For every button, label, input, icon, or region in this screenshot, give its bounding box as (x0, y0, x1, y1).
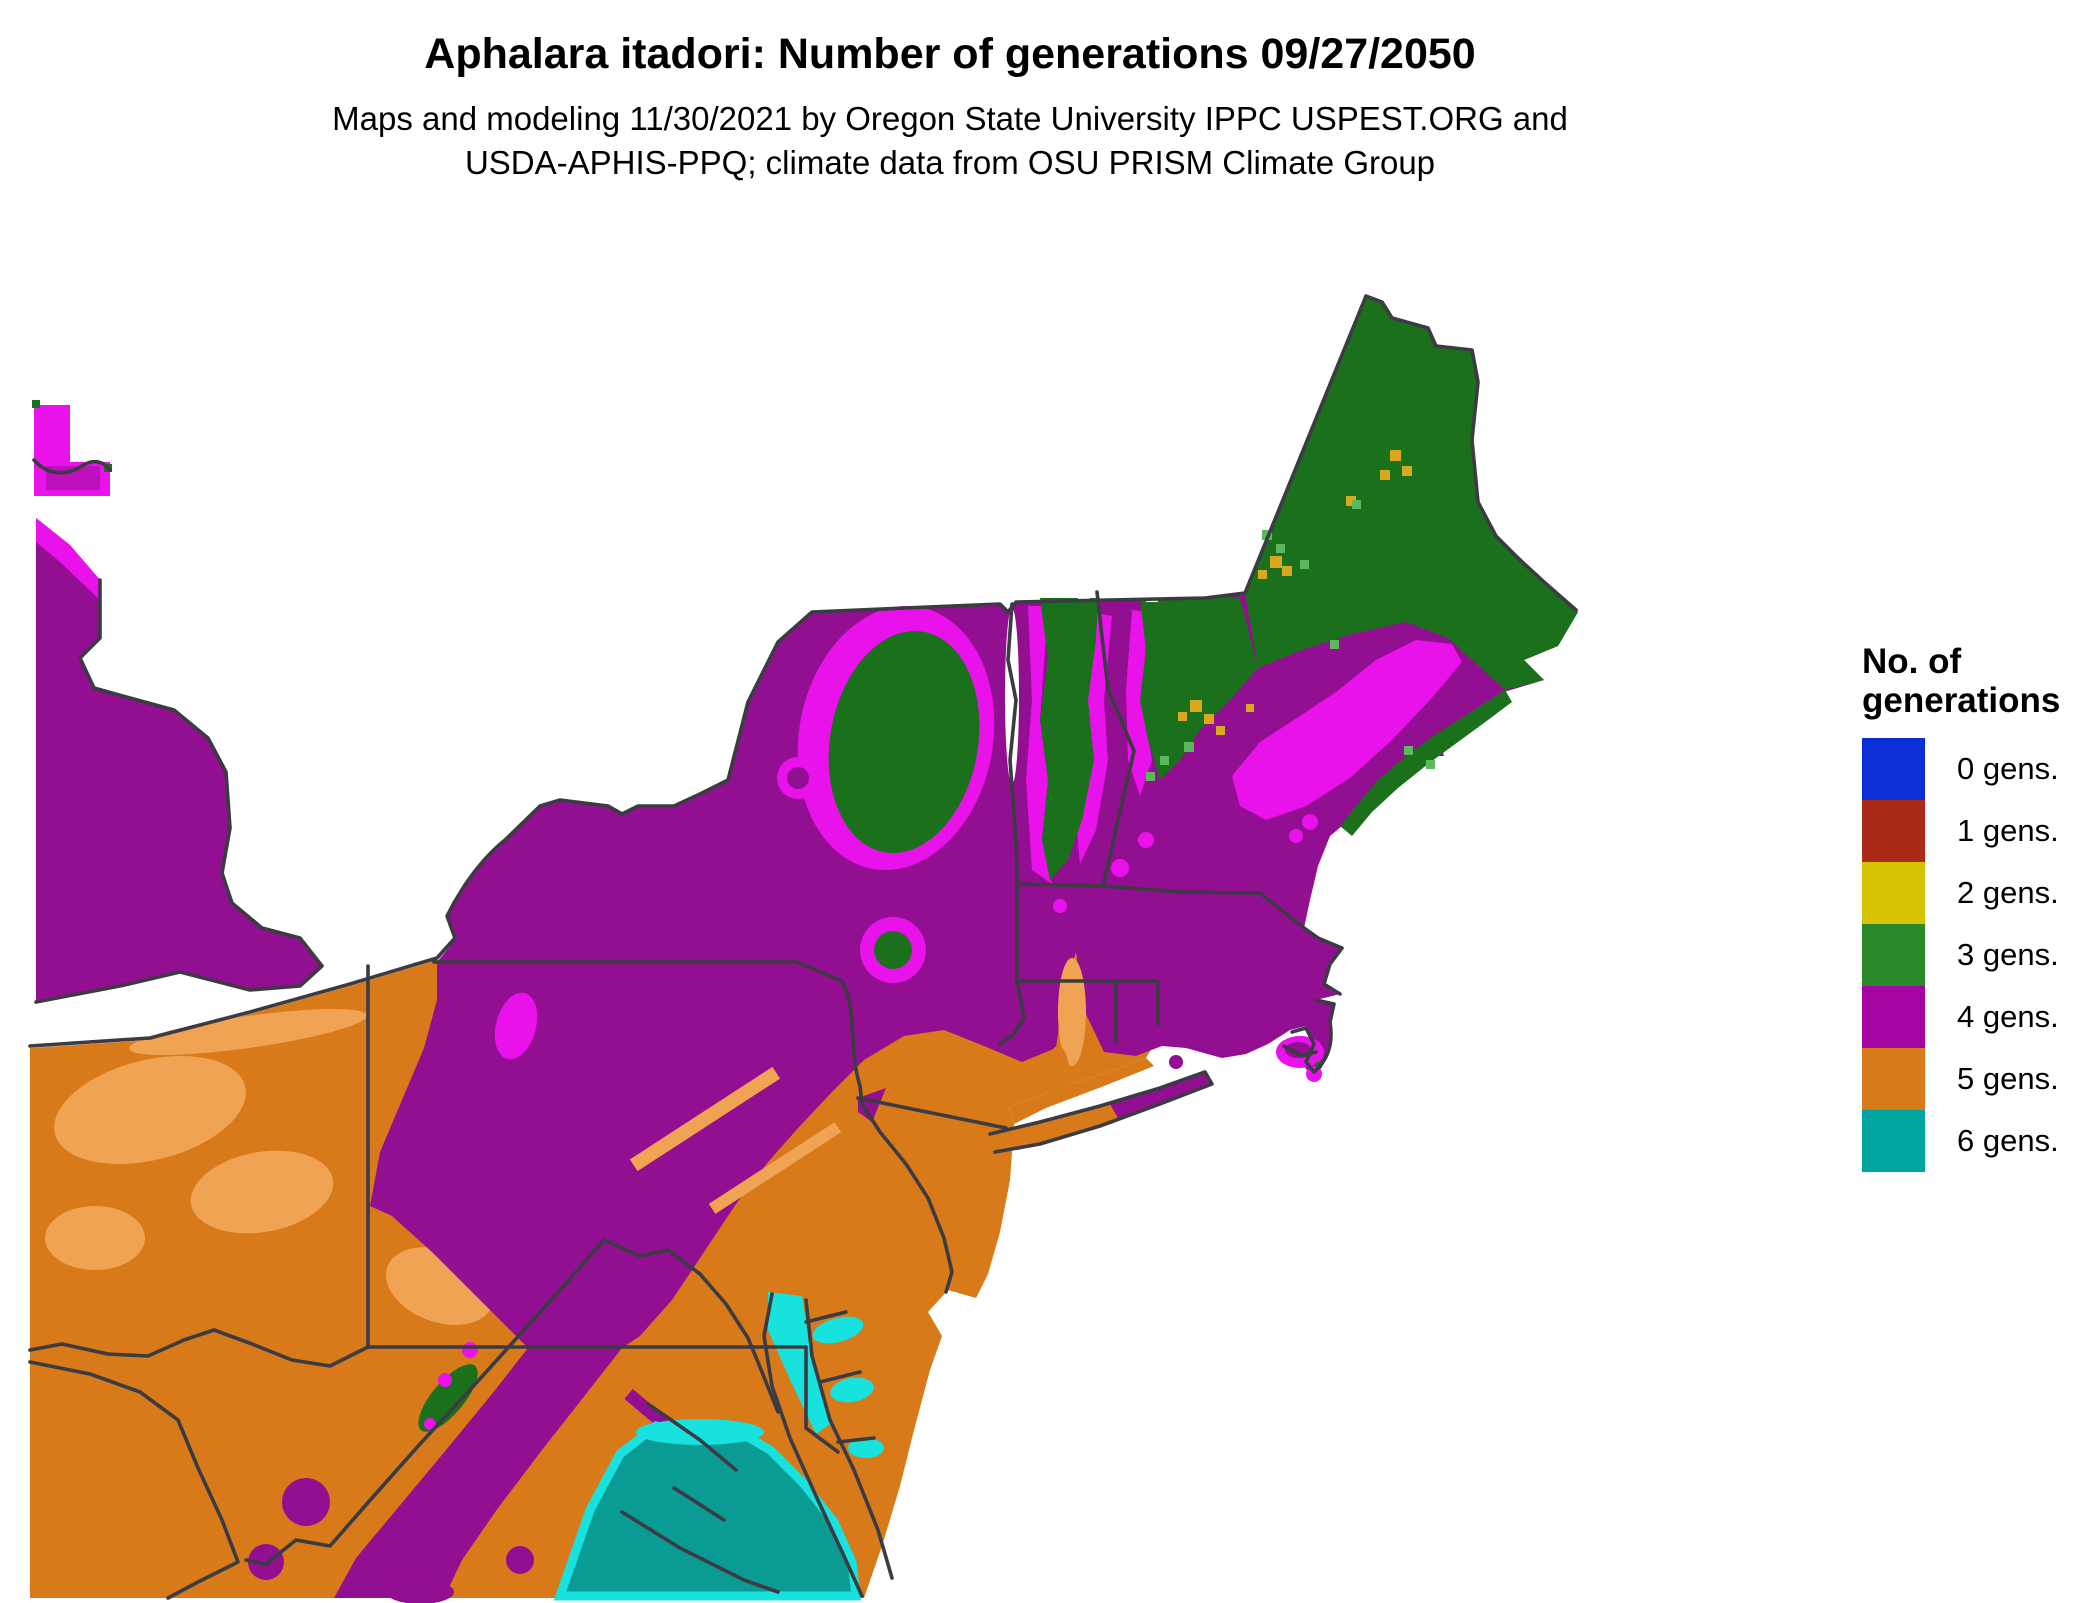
map-magenta-fringes (424, 640, 1462, 1430)
map-orange-overlays (858, 958, 1324, 1154)
legend-label-4gens: 4 gens. (1957, 999, 2059, 1034)
legend-title-line2: generations (1862, 681, 2061, 720)
legend-swatch-0gens (1862, 738, 1925, 800)
legend-swatch-6gens (1862, 1110, 1925, 1172)
map-region-3gens-green (418, 296, 1578, 1432)
catskills-green (874, 931, 912, 969)
legend-title: No. of generations (1862, 642, 2100, 720)
long-island-east-tip (1110, 1072, 1212, 1118)
legend-title-line1: No. of (1862, 642, 1962, 681)
legend-swatch-4gens (1862, 986, 1925, 1048)
legend-item-4gens: 4 gens. (1862, 986, 2100, 1048)
legend-label-6gens: 6 gens. (1957, 1123, 2059, 1158)
legend-swatch-1gens (1862, 800, 1925, 862)
legend-item-3gens: 3 gens. (1862, 924, 2100, 986)
map-subtitle-line1: Maps and modeling 11/30/2021 by Oregon S… (332, 100, 1568, 137)
adirondacks-green (828, 630, 980, 854)
legend-swatch-2gens (1862, 862, 1925, 924)
legend-swatch-3gens (1862, 924, 1925, 986)
legend-label-0gens: 0 gens. (1957, 751, 2059, 786)
figure-header: Aphalara itadori: Number of generations … (0, 0, 1900, 185)
legend-label-1gens: 1 gens. (1957, 813, 2059, 848)
nw-pa-fringe (494, 992, 538, 1060)
nj-highlands-tip (858, 1088, 886, 1122)
maine-green (1245, 296, 1578, 690)
chesapeake-upper-stem (768, 1292, 830, 1434)
map-title: Aphalara itadori: Number of generations … (424, 30, 1476, 78)
state-borders (28, 294, 1578, 1600)
legend-item-2gens: 2 gens. (1862, 862, 2100, 924)
sw-connecticut-strip (1008, 1058, 1154, 1124)
legend-label-5gens: 5 gens. (1957, 1061, 2059, 1096)
legend-item-0gens: 0 gens. (1862, 738, 2100, 800)
map-subtitle-line2: USDA-APHIS-PPQ; climate data from OSU PR… (464, 144, 1436, 181)
block-island (1169, 1055, 1183, 1069)
legend-swatch-5gens (1862, 1048, 1925, 1110)
legend-item-6gens: 6 gens. (1862, 1110, 2100, 1172)
ontario-peninsula (36, 518, 322, 1002)
white-mountains (1140, 598, 1258, 780)
legend-label-3gens: 3 gens. (1957, 937, 2059, 972)
legend-item-5gens: 5 gens. (1862, 1048, 2100, 1110)
connecticut-valley-tongue (1058, 958, 1086, 1066)
wv-ridge-green (418, 1364, 478, 1432)
green-mountains (1040, 598, 1098, 880)
border-raster-jaggies (840, 586, 1192, 602)
legend-label-2gens: 2 gens. (1957, 875, 2059, 910)
legend: No. of generations 0 gens. 1 gens. 2 gen… (1862, 642, 2100, 1172)
maine-magenta-band (1232, 640, 1462, 820)
legend-item-1gens: 1 gens. (1862, 800, 2100, 862)
